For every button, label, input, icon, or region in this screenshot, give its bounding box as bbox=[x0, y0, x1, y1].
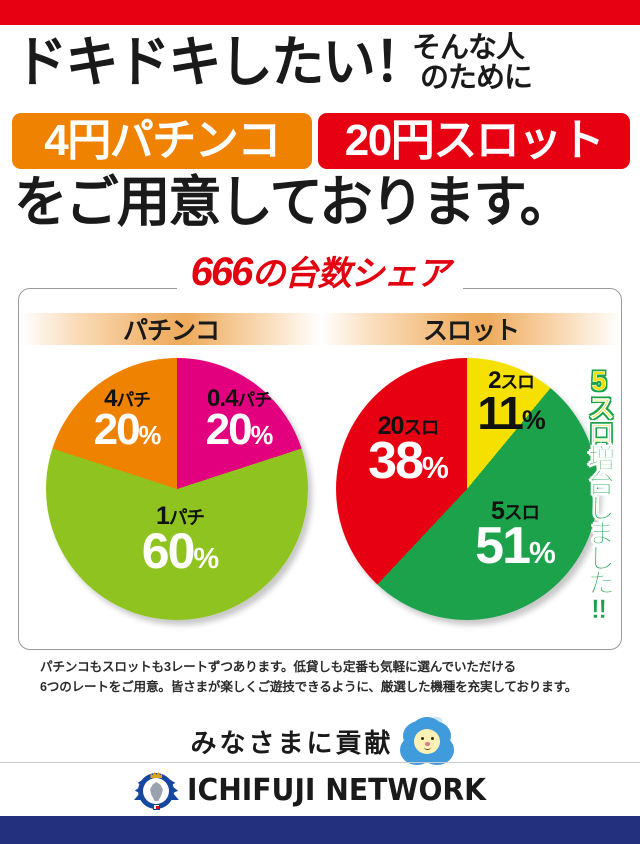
chart-annotation-rest: 増台しました‼ bbox=[584, 444, 615, 623]
section-header-slot: スロット bbox=[321, 313, 621, 345]
headline-line-3: をご用意しております。 bbox=[14, 171, 573, 233]
lion-mascot-icon bbox=[403, 716, 450, 764]
pie-slice-name-04pachi: 0.4パチ bbox=[207, 385, 272, 412]
headline-subtext-line-2: のために bbox=[420, 62, 533, 95]
pie-slice-label-04pachi: 0.4パチ 20% bbox=[180, 385, 298, 455]
rate-chip-pachinko: 4円パチンコ bbox=[12, 113, 312, 169]
brand-name-text: ICHIFUJI NETWORK bbox=[187, 772, 487, 808]
footer-divider bbox=[0, 762, 640, 763]
headline-subtext: そんな人 のために bbox=[412, 33, 640, 94]
ichifuji-crest-icon bbox=[134, 770, 179, 810]
pie-slice-value-4pachi: 20% bbox=[93, 405, 162, 455]
pie-slice-label-2suro: 2スロ 11% bbox=[463, 367, 559, 440]
top-red-band bbox=[0, 0, 640, 25]
bottom-blue-band bbox=[0, 816, 640, 844]
pie-chart-slot bbox=[336, 358, 598, 620]
caption-line-2: 6つのレートをご用意。皆さまが楽しくご遊技できるように、厳選した機種を充実してお… bbox=[40, 680, 578, 695]
pie-slice-value-5suro: 51% bbox=[475, 517, 556, 575]
pie-slice-name-5suro: 5スロ bbox=[491, 497, 540, 525]
pie-slice-name-1pachi: 1パチ bbox=[156, 502, 205, 530]
section-header-pachinko: パチンコ bbox=[21, 313, 321, 345]
footer-slogan-text: みなさまに貢献 bbox=[190, 728, 394, 758]
crest-flag-icon bbox=[153, 804, 161, 810]
caption-block: パチンコもスロットも3レートずつあります。低貸しも定番も気軽に選んでいただける … bbox=[40, 657, 610, 698]
caption-line-1: パチンコもスロットも3レートずつあります。低貸しも定番も気軽に選んでいただける bbox=[40, 660, 516, 674]
chart-annotation-5suro: 5スロ増台しました‼ bbox=[578, 366, 615, 628]
footer-slogan-row: みなさまに貢献 bbox=[0, 716, 640, 764]
rate-chip-row: 4円パチンコ 20円スロット bbox=[12, 113, 630, 169]
lion-mouth-icon bbox=[423, 745, 431, 750]
pie-slice-label-4pachi: 4パチ 20% bbox=[72, 385, 182, 455]
pie-slice-name-2suro: 2スロ bbox=[488, 367, 535, 394]
rate-chip-slot: 20円スロット bbox=[318, 113, 630, 169]
headline-subtext-line-1: そんな人 bbox=[412, 32, 525, 64]
headline-line-1: ドキドキしたい！ bbox=[14, 31, 427, 93]
lion-eye-left-icon bbox=[420, 737, 424, 741]
chart-annotation-highlight: 5スロ bbox=[584, 366, 615, 445]
headline-block: ドキドキしたい！ そんな人 のために 4円パチンコ 20円スロット をご用意して… bbox=[0, 25, 640, 250]
pie-slice-name-20suro: 20スロ bbox=[377, 412, 440, 440]
pie-slice-name-4pachi: 4パチ bbox=[104, 385, 151, 412]
pie-slice-label-20suro: 20スロ 38% bbox=[348, 412, 468, 490]
pie-slice-value-04pachi: 20% bbox=[205, 405, 274, 455]
pie-chart-pachinko bbox=[46, 358, 308, 620]
lion-nose-icon bbox=[424, 742, 430, 746]
pie-slice-value-1pachi: 60% bbox=[141, 523, 219, 579]
crest-lion-glyph-icon bbox=[149, 782, 163, 801]
lion-eye-right-icon bbox=[430, 737, 434, 741]
pie-slice-value-20suro: 38% bbox=[368, 432, 449, 490]
pie-slice-label-5suro: 5スロ 51% bbox=[460, 497, 570, 575]
pie-slice-label-1pachi: 1パチ 60% bbox=[120, 502, 240, 579]
pie-slice-value-2suro: 11% bbox=[477, 387, 545, 440]
footer-brand-row: ICHIFUJI NETWORK bbox=[0, 770, 640, 810]
